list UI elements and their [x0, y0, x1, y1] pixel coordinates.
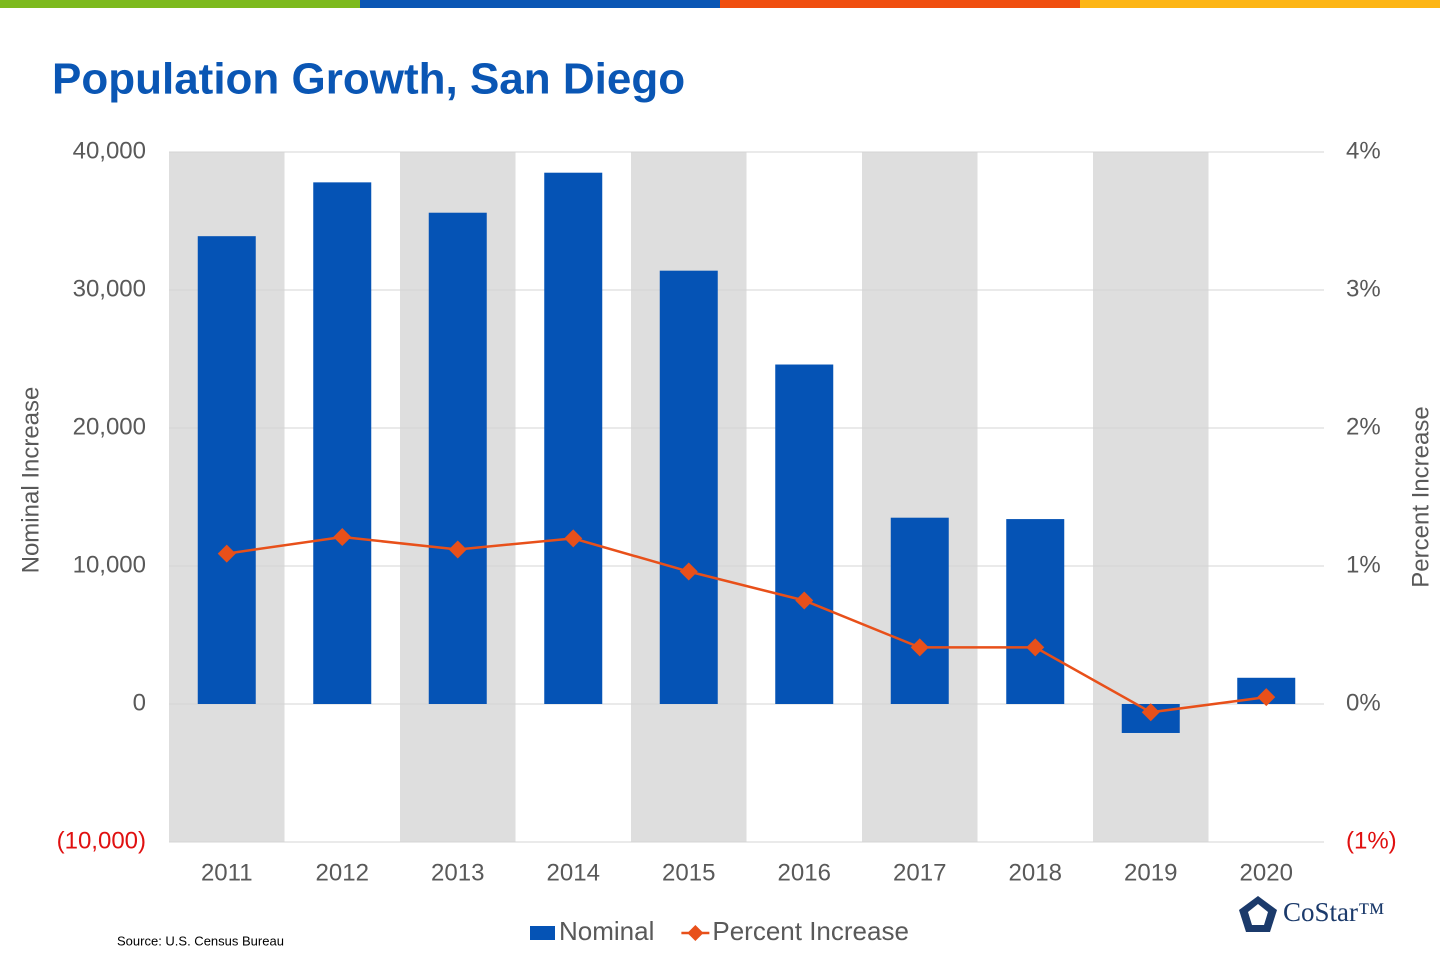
y2-axis-title: Percent Increase [1407, 406, 1434, 587]
source: Source: U.S. Census Bureau [117, 933, 284, 948]
x-tick-label: 2013 [431, 859, 484, 886]
bar [659, 270, 718, 704]
y-tick-label: 10,000 [73, 551, 146, 578]
stripe [720, 0, 1080, 8]
y-tick-label: (10,000) [57, 827, 146, 854]
marker [333, 528, 352, 547]
marker [448, 540, 467, 559]
legend-swatch [530, 926, 555, 940]
y-tick-label: 30,000 [73, 275, 146, 302]
x-tick-label: 2018 [1009, 859, 1062, 886]
logo-icon [1248, 904, 1268, 925]
band [1093, 152, 1209, 842]
y2-tick-label: 3% [1346, 275, 1381, 302]
bar [313, 182, 372, 705]
chart-title: Population Growth, San Diego [52, 55, 685, 104]
y2-tick-label: 2% [1346, 413, 1381, 440]
x-tick-label: 2016 [778, 859, 831, 886]
x-tick-label: 2012 [316, 859, 369, 886]
stripe [360, 0, 720, 8]
bar [197, 236, 256, 704]
y2-tick-label: 4% [1346, 137, 1381, 164]
x-tick-label: 2020 [1240, 859, 1293, 886]
x-tick-label: 2014 [547, 859, 600, 886]
y-tick-label: 20,000 [73, 413, 146, 440]
legend-label: Percent Increase [712, 916, 909, 946]
y-tick-label: 40,000 [73, 137, 146, 164]
marker [1257, 688, 1276, 707]
logo-text: CoStar™ [1283, 897, 1384, 927]
bar [1006, 519, 1065, 704]
marker [217, 544, 236, 563]
marker [1141, 703, 1160, 722]
band [862, 152, 978, 842]
marker [1026, 638, 1045, 657]
y2-tick-label: 1% [1346, 551, 1381, 578]
stripe [1080, 0, 1440, 8]
x-tick-label: 2015 [662, 859, 715, 886]
marker [795, 591, 814, 610]
y2-tick-label: 0% [1346, 689, 1381, 716]
x-tick-label: 2017 [893, 859, 946, 886]
logo: CoStar™ [1239, 896, 1384, 932]
y2-tick-label: (1%) [1346, 827, 1397, 854]
top-stripe [0, 0, 1440, 8]
bar [775, 364, 834, 704]
legend-swatch [687, 925, 704, 941]
bar [544, 172, 603, 704]
marker [564, 529, 583, 548]
marker [679, 562, 698, 581]
marker [910, 638, 929, 657]
y-axis-title: Nominal Increase [17, 387, 44, 574]
x-tick-label: 2019 [1124, 859, 1177, 886]
line [226, 535, 1267, 714]
stripe [0, 0, 360, 8]
bar [428, 212, 487, 704]
x-tick-label: 2011 [201, 859, 253, 886]
y-tick-label: 0 [133, 689, 146, 716]
bar [890, 517, 949, 704]
legend-label: Nominal [559, 916, 654, 946]
